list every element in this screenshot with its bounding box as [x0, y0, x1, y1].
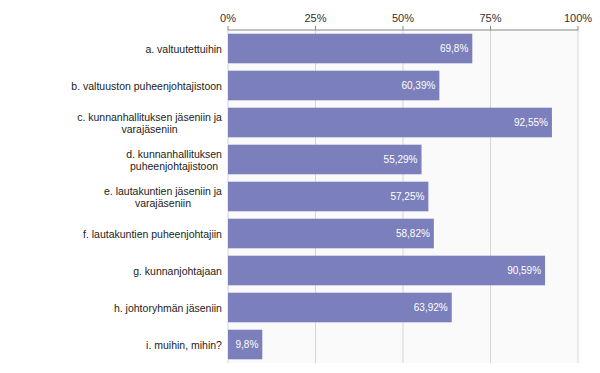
category-label: i. muihin, mihin? — [146, 339, 222, 351]
bar — [228, 108, 552, 138]
bar — [228, 145, 422, 175]
data-label: 9,8% — [236, 339, 259, 350]
tick-mark — [578, 26, 579, 30]
grid-line — [578, 30, 579, 363]
category-label: b. valtuuston puheenjohtajistoon — [71, 80, 222, 92]
data-label: 57,25% — [390, 191, 424, 202]
tick-mark — [403, 26, 404, 30]
grid — [228, 30, 578, 363]
bar — [228, 71, 439, 101]
y-axis: i. muihin, mihin? h. johtoryhmän jäseniin… — [71, 43, 222, 351]
bar — [228, 219, 434, 249]
bar — [228, 330, 262, 360]
data-label: 69,8% — [440, 43, 468, 54]
category-label: d. kunnanhallituksenpuheenjohtajistoon — [126, 148, 222, 172]
data-label: 58,82% — [396, 228, 430, 239]
chart-container: 0% 25% 50% 75% 100% 9,8% 63,92% 90,59% 58,82% 57,… — [0, 0, 600, 373]
category-label: g. kunnanjohtajaan — [133, 265, 222, 277]
tick-label: 50% — [392, 12, 414, 24]
data-label: 63,92% — [414, 302, 448, 313]
category-label: a. valtuutettuihin — [145, 43, 222, 55]
data-labels: 9,8% 63,92% 90,59% 58,82% 57,25% 55,29% 92,55%… — [236, 43, 549, 350]
tick-label: 100% — [564, 12, 592, 24]
bars — [228, 34, 552, 360]
tick-label: 25% — [304, 12, 326, 24]
tick-mark — [228, 26, 229, 30]
category-label: h. johtoryhmän jäseniin — [114, 302, 222, 314]
data-label: 92,55% — [514, 117, 548, 128]
plot-background — [228, 30, 578, 363]
data-label: 60,39% — [401, 80, 435, 91]
category-label: f. lautakuntien puheenjohtajiin — [83, 228, 222, 240]
category-label: c. kunnanhallituksen jäseniin javarajäse… — [77, 111, 222, 135]
data-label: 90,59% — [507, 265, 541, 276]
bar — [228, 256, 545, 286]
bar — [228, 182, 428, 212]
grid-line — [490, 30, 491, 363]
data-label: 55,29% — [384, 154, 418, 165]
chart: 0% 25% 50% 75% 100% 9,8% 63,92% 90,59% 58,82% 57,… — [0, 0, 600, 373]
tick-label: 75% — [479, 12, 501, 24]
axis-line — [228, 30, 578, 31]
category-label: e. lautakuntien jäseniin javarajäseniin — [104, 185, 222, 209]
bar — [228, 34, 472, 64]
tick-mark — [490, 26, 491, 30]
tick-label: 0% — [220, 12, 236, 24]
tick-mark — [315, 26, 316, 30]
x-axis: 0% 25% 50% 75% 100% — [220, 12, 592, 30]
bar — [228, 293, 452, 323]
